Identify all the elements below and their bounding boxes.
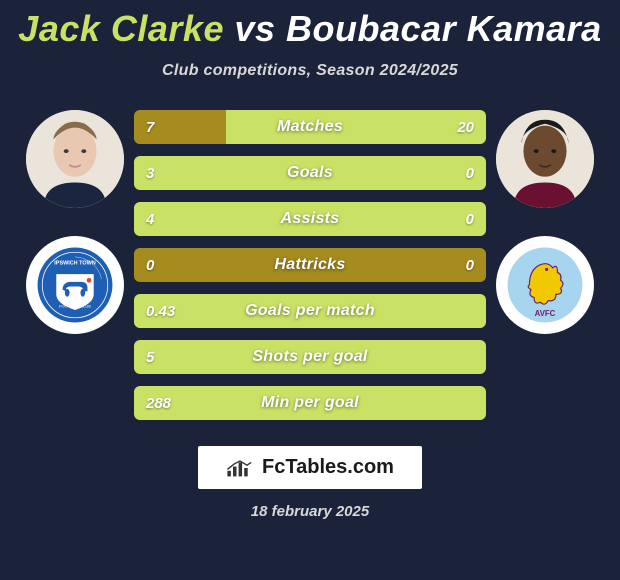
player1-name: Jack Clarke [18,8,224,49]
stat-value-right: 20 [457,119,474,136]
stat-label: Shots per goal [252,348,367,366]
svg-text:IPSWICH TOWN: IPSWICH TOWN [54,261,95,267]
stat-row: 4 Assists 0 [134,202,486,236]
main-content: IPSWICH TOWN FOOTBALL CLUB 7 Matches 20 3 Go… [10,110,610,420]
date-label: 18 february 2025 [251,503,369,520]
ipswich-badge-icon: IPSWICH TOWN FOOTBALL CLUB [36,246,114,324]
left-column: IPSWICH TOWN FOOTBALL CLUB [20,110,130,334]
stat-row: 7 Matches 20 [134,110,486,144]
stat-bar-right [226,110,486,144]
player2-avatar [496,110,594,208]
player1-avatar [26,110,124,208]
footer: FcTables.com 18 february 2025 [198,446,422,520]
player1-avatar-icon [26,110,124,208]
player2-name: Boubacar Kamara [286,8,602,49]
stat-value-right: 0 [466,165,474,182]
right-column: AVFC [490,110,600,334]
brand-box: FcTables.com [198,446,422,489]
brand-name: FcTables.com [262,456,394,479]
svg-text:FOOTBALL CLUB: FOOTBALL CLUB [59,304,91,309]
stat-value-left: 288 [146,395,171,412]
player1-club-badge: IPSWICH TOWN FOOTBALL CLUB [26,236,124,334]
stat-value-right: 0 [466,257,474,274]
page-title: Jack Clarke vs Boubacar Kamara [18,8,601,50]
stat-value-left: 0 [146,257,154,274]
stat-value-left: 3 [146,165,154,182]
stat-value-left: 0.43 [146,303,175,320]
stat-value-left: 7 [146,119,154,136]
stat-label: Hattricks [274,256,345,274]
stat-label: Goals per match [245,302,375,320]
stat-row: 288 Min per goal [134,386,486,420]
player2-avatar-icon [496,110,594,208]
stat-label: Goals [287,164,333,182]
stat-value-left: 5 [146,349,154,366]
stat-label: Matches [277,118,343,136]
svg-text:AVFC: AVFC [535,309,556,318]
season-subtitle: Club competitions, Season 2024/2025 [162,62,458,80]
villa-badge-icon: AVFC [506,246,584,324]
stats-column: 7 Matches 20 3 Goals 0 4 Assists 0 0 Hattricks 0 0.4… [130,110,490,420]
player2-club-badge: AVFC [496,236,594,334]
stat-row: 5 Shots per goal [134,340,486,374]
stat-row: 0 Hattricks 0 [134,248,486,282]
stat-row: 0.43 Goals per match [134,294,486,328]
stat-value-right: 0 [466,211,474,228]
brand-chart-icon [226,458,254,478]
stat-label: Assists [280,210,339,228]
stat-row: 3 Goals 0 [134,156,486,190]
stat-value-left: 4 [146,211,154,228]
vs-separator: vs [234,8,275,49]
stat-label: Min per goal [261,394,359,412]
comparison-card: Jack Clarke vs Boubacar Kamara Club comp… [0,0,620,580]
